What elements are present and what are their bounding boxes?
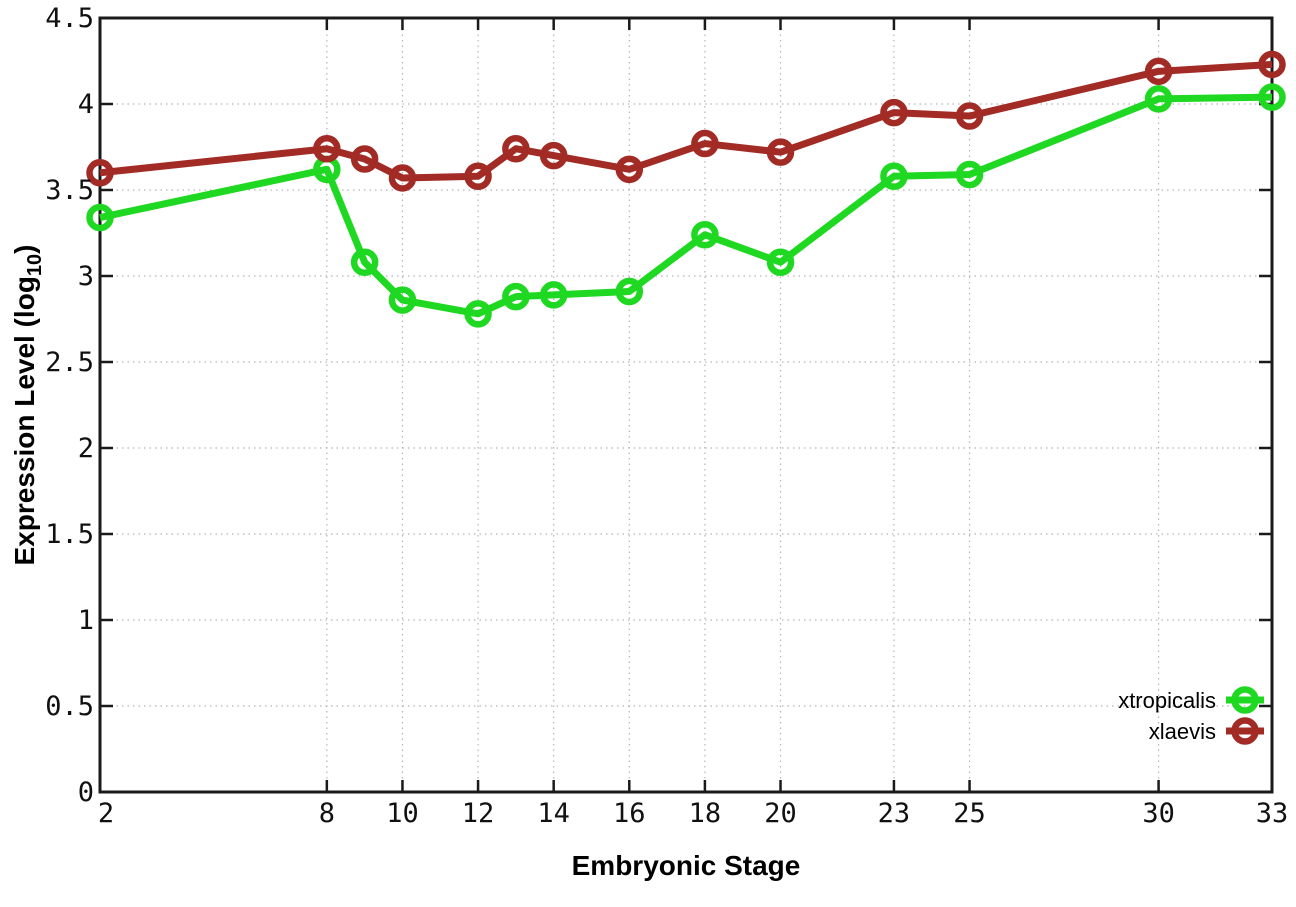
data-point [1258, 83, 1286, 111]
x-tick-label: 25 [953, 798, 986, 829]
legend-label-xlaevis: xlaevis [1149, 719, 1216, 744]
x-tick-label: 10 [386, 798, 419, 829]
data-point [86, 159, 114, 187]
legend-marker [1231, 717, 1259, 745]
y-tick-label: 0 [78, 777, 94, 808]
y-axis-title-subscript: 10 [24, 254, 46, 276]
x-tick-label: 18 [689, 798, 722, 829]
y-tick-label: 3.5 [45, 175, 94, 206]
x-tick-label: 23 [878, 798, 911, 829]
y-tick-label: 1 [78, 605, 94, 636]
data-point [691, 129, 719, 158]
x-tick-label: 14 [537, 798, 570, 829]
data-point [1144, 57, 1173, 86]
data-point [464, 162, 492, 190]
tick-labels: 2 8 10 12 14 16 18 20 23 25 30 33 0 0.5 1 1.5 2 2.5 3 3.5 4 4… [45, 3, 1288, 829]
data-point [388, 286, 417, 314]
y-tick-label: 3 [78, 261, 94, 292]
data-point [880, 98, 908, 127]
data-point [502, 134, 530, 163]
data-point [502, 282, 530, 311]
series-line [99, 93, 1273, 318]
plot-border [98, 16, 1274, 794]
y-tick-label: 2 [78, 433, 94, 464]
data-point [766, 248, 795, 276]
data-point [350, 145, 379, 173]
x-tick-label: 8 [319, 798, 335, 829]
y-tick-label: 4.5 [45, 3, 94, 34]
data-point [313, 134, 341, 163]
y-axis-title: Expression Level (log10) [9, 245, 46, 566]
x-tick-label: 16 [613, 798, 646, 829]
data-point [1144, 85, 1173, 113]
legend-sample-xtropicalis [1226, 686, 1264, 714]
data-point [880, 162, 908, 190]
data-point [86, 203, 114, 232]
y-tick-label: 0.5 [45, 691, 94, 722]
y-tick-label: 1.5 [45, 519, 94, 550]
data-point [539, 141, 568, 170]
gridlines [100, 18, 1272, 792]
legend-marker [1231, 686, 1259, 714]
data-point [539, 281, 568, 309]
y-axis-title-suffix: ) [9, 245, 40, 254]
series-xlaevis [86, 50, 1286, 192]
axes [98, 16, 1274, 794]
x-tick-label: 12 [462, 798, 495, 829]
data-point [464, 300, 492, 328]
x-tick-label: 2 [98, 798, 114, 829]
data-point [615, 155, 644, 184]
data-point [388, 164, 417, 192]
data-series [86, 50, 1286, 328]
data-point [955, 160, 984, 189]
y-tick-label: 2.5 [45, 347, 94, 378]
data-point [955, 102, 984, 130]
data-point [1258, 50, 1286, 79]
x-tick-label: 33 [1256, 798, 1289, 829]
legend-label-xtropicalis: xtropicalis [1118, 688, 1216, 713]
y-axis-title-prefix: Expression Level (log [9, 276, 40, 565]
y-tick-label: 4 [78, 89, 94, 120]
legend-samples [1226, 686, 1264, 745]
series-xtropicalis [86, 83, 1286, 328]
data-point [350, 248, 379, 276]
legend-sample-xlaevis [1226, 717, 1264, 745]
data-point [766, 138, 795, 166]
data-point [615, 277, 644, 306]
x-axis-title: Embryonic Stage [572, 850, 801, 881]
x-tick-label: 30 [1142, 798, 1175, 829]
data-point [691, 220, 719, 249]
x-tick-label: 20 [764, 798, 797, 829]
